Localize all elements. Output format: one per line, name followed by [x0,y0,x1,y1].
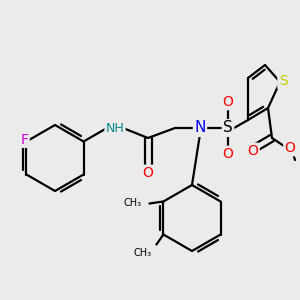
Text: NH: NH [106,122,124,134]
Text: O: O [223,147,233,161]
Text: S: S [279,74,287,88]
Text: S: S [223,121,233,136]
Text: O: O [223,95,233,109]
Text: O: O [285,141,296,155]
Text: O: O [248,144,258,158]
Text: CH₃: CH₃ [123,199,141,208]
Text: CH₃: CH₃ [133,248,152,257]
Text: N: N [194,121,206,136]
Text: F: F [20,133,28,146]
Text: O: O [142,166,153,180]
